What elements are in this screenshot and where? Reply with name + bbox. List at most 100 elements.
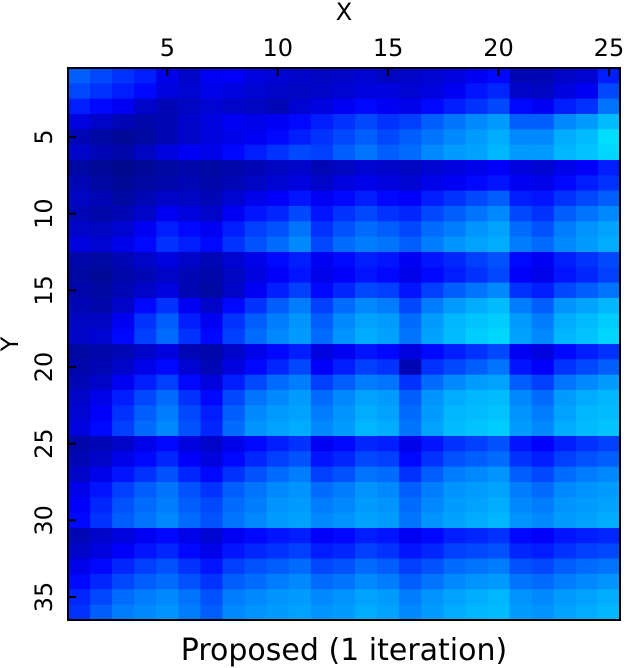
heatmap-cell bbox=[178, 604, 202, 621]
heatmap-cell bbox=[310, 497, 334, 514]
heatmap-cell bbox=[310, 482, 334, 498]
heatmap-cell bbox=[288, 466, 312, 483]
heatmap-cell bbox=[465, 589, 489, 606]
heatmap-cell bbox=[288, 160, 312, 176]
heatmap-cell bbox=[244, 206, 268, 222]
heatmap-cell bbox=[443, 98, 467, 115]
heatmap-cell bbox=[200, 98, 224, 115]
heatmap-cell bbox=[266, 482, 290, 498]
heatmap-cell bbox=[443, 206, 467, 222]
heatmap-cell bbox=[531, 221, 555, 238]
heatmap-cell bbox=[421, 328, 444, 345]
heatmap-cell bbox=[575, 175, 599, 192]
heatmap-cell bbox=[399, 405, 422, 422]
heatmap-cell bbox=[244, 98, 268, 115]
heatmap-cell bbox=[575, 252, 599, 268]
heatmap-cell bbox=[90, 420, 113, 437]
heatmap-cell bbox=[112, 374, 135, 391]
heatmap-cell bbox=[266, 589, 290, 606]
heatmap-cell bbox=[134, 206, 157, 222]
heatmap-cell bbox=[222, 512, 246, 529]
heatmap-cell bbox=[156, 190, 179, 207]
heatmap-cell bbox=[200, 359, 224, 376]
heatmap-cell bbox=[90, 68, 113, 84]
heatmap-cell bbox=[443, 328, 467, 345]
heatmap-cell bbox=[355, 436, 378, 452]
heatmap-cell bbox=[178, 252, 202, 268]
heatmap-cell bbox=[421, 359, 444, 376]
heatmap-cell bbox=[531, 436, 555, 452]
heatmap-cell bbox=[399, 374, 422, 391]
heatmap-cell bbox=[310, 390, 334, 406]
heatmap-cell bbox=[597, 420, 621, 437]
heatmap-cell bbox=[288, 543, 312, 560]
heatmap-cell bbox=[465, 175, 489, 192]
heatmap-cell bbox=[355, 83, 378, 100]
heatmap-cell bbox=[288, 482, 312, 498]
heatmap-cell bbox=[377, 190, 400, 207]
heatmap-cell bbox=[553, 68, 577, 84]
heatmap-cell bbox=[310, 221, 334, 238]
heatmap-cell bbox=[178, 83, 202, 100]
heatmap-cell bbox=[266, 160, 290, 176]
heatmap-cell bbox=[222, 497, 246, 514]
heatmap-cell bbox=[134, 114, 157, 130]
heatmap-cell bbox=[509, 390, 533, 406]
heatmap-cell bbox=[156, 512, 179, 529]
heatmap-cell bbox=[465, 528, 489, 544]
heatmap-cell bbox=[200, 221, 224, 238]
heatmap-cell bbox=[222, 344, 246, 360]
heatmap-cell bbox=[597, 282, 621, 299]
heatmap-cell bbox=[112, 512, 135, 529]
heatmap-cell bbox=[487, 144, 511, 161]
heatmap-cell bbox=[443, 466, 467, 483]
heatmap-cell bbox=[178, 328, 202, 345]
heatmap-cell bbox=[288, 236, 312, 253]
heatmap-cell bbox=[465, 252, 489, 268]
y-tick-label: 20 bbox=[30, 352, 58, 383]
heatmap-cell bbox=[332, 604, 356, 621]
heatmap-cell bbox=[597, 83, 621, 100]
heatmap-cell bbox=[288, 328, 312, 345]
heatmap-cell bbox=[200, 144, 224, 161]
x-tick-label: 15 bbox=[373, 34, 404, 62]
heatmap-cell bbox=[487, 374, 511, 391]
heatmap-cell bbox=[200, 405, 224, 422]
heatmap-cell bbox=[288, 359, 312, 376]
heatmap-cell bbox=[310, 236, 334, 253]
heatmap-cell bbox=[244, 390, 268, 406]
heatmap-cell bbox=[112, 466, 135, 483]
heatmap-cell bbox=[310, 466, 334, 483]
heatmap-cell bbox=[134, 451, 157, 468]
heatmap-cell bbox=[355, 190, 378, 207]
heatmap-cell bbox=[178, 374, 202, 391]
heatmap-cell bbox=[156, 267, 179, 284]
heatmap-cell bbox=[355, 328, 378, 345]
heatmap-cell bbox=[399, 390, 422, 406]
heatmap-cell bbox=[553, 160, 577, 176]
heatmap-cell bbox=[222, 236, 246, 253]
heatmap-cell bbox=[332, 420, 356, 437]
heatmap-cell bbox=[575, 405, 599, 422]
heatmap-cell bbox=[575, 558, 599, 575]
heatmap-cell bbox=[399, 68, 422, 84]
heatmap-cell bbox=[531, 604, 555, 621]
heatmap-cell bbox=[443, 160, 467, 176]
heatmap-cell bbox=[421, 574, 444, 590]
heatmap-cell bbox=[178, 221, 202, 238]
heatmap-cell bbox=[509, 344, 533, 360]
heatmap-cell bbox=[355, 512, 378, 529]
heatmap-cell bbox=[90, 574, 113, 590]
heatmap-cell bbox=[90, 114, 113, 130]
heatmap-cell bbox=[266, 436, 290, 452]
heatmap-cell bbox=[509, 313, 533, 330]
heatmap-cell bbox=[266, 298, 290, 314]
heatmap-cell bbox=[288, 252, 312, 268]
heatmap-cell bbox=[178, 405, 202, 422]
heatmap-cell bbox=[465, 68, 489, 84]
heatmap-cell bbox=[377, 512, 400, 529]
heatmap-cell bbox=[531, 390, 555, 406]
heatmap-cell bbox=[156, 313, 179, 330]
heatmap-cell bbox=[200, 574, 224, 590]
heatmap-cell bbox=[575, 190, 599, 207]
